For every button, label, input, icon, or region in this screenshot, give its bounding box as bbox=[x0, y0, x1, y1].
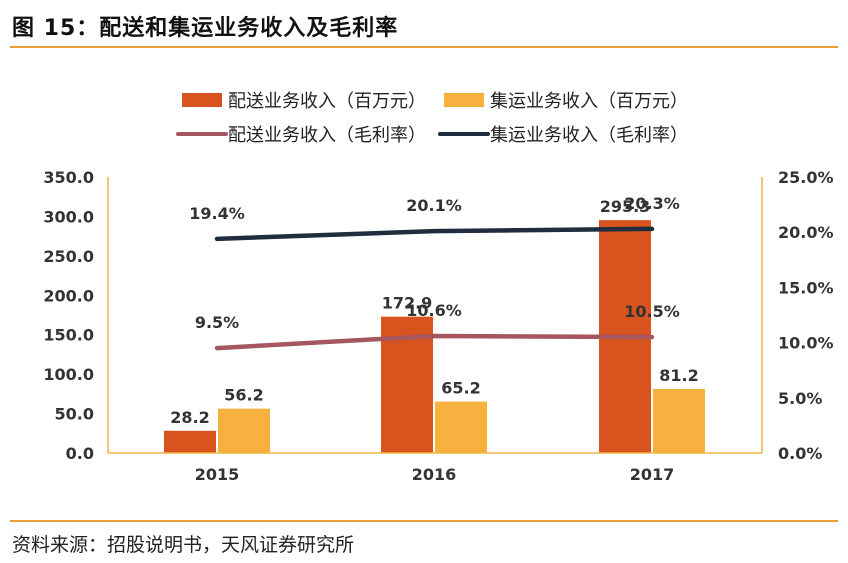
legend-swatch bbox=[182, 93, 222, 107]
right-tick-label: 25.0% bbox=[778, 168, 834, 187]
line-value-label: 20.1% bbox=[406, 196, 462, 215]
bar bbox=[218, 409, 270, 453]
x-axis: 2015 2016 2017 bbox=[108, 453, 762, 484]
right-tick-label: 5.0% bbox=[778, 389, 822, 408]
right-tick-label: 0.0% bbox=[778, 444, 822, 463]
legend: 配送业务收入（百万元） 集运业务收入（百万元） 配送业务收入（毛利率） 集运业务收入（… bbox=[178, 91, 688, 146]
left-tick-label: 150.0 bbox=[43, 326, 94, 345]
legend-label: 集运业务收入（百万元） bbox=[490, 91, 688, 112]
line-value-label: 20.3% bbox=[624, 194, 680, 213]
right-tick-label: 15.0% bbox=[778, 278, 834, 297]
bar bbox=[435, 402, 487, 453]
bar-value-label: 56.2 bbox=[224, 386, 263, 405]
x-tick-label: 2015 bbox=[195, 465, 240, 484]
series-line bbox=[217, 229, 652, 239]
left-tick-label: 0.0 bbox=[66, 444, 94, 463]
bar bbox=[164, 431, 216, 453]
line-value-label: 10.6% bbox=[406, 301, 462, 320]
bottom-rule bbox=[10, 520, 838, 522]
left-tick-label: 300.0 bbox=[43, 207, 94, 226]
left-axis: 0.0 50.0 100.0 150.0 200.0 250.0 300.0 350.0 bbox=[43, 168, 108, 463]
x-tick-label: 2017 bbox=[630, 465, 675, 484]
left-tick-label: 100.0 bbox=[43, 365, 94, 384]
legend-label: 配送业务收入（毛利率） bbox=[228, 125, 426, 146]
bar-value-label: 81.2 bbox=[659, 366, 698, 385]
series-line bbox=[217, 336, 652, 348]
left-tick-label: 200.0 bbox=[43, 286, 94, 305]
right-tick-label: 20.0% bbox=[778, 223, 834, 242]
line-value-label: 9.5% bbox=[195, 313, 239, 332]
bar-value-label: 28.2 bbox=[170, 408, 209, 427]
bar bbox=[653, 389, 705, 453]
x-tick-label: 2016 bbox=[412, 465, 457, 484]
source-note: 资料来源：招股说明书，天风证券研究所 bbox=[12, 530, 354, 557]
line-value-label: 19.4% bbox=[189, 204, 245, 223]
left-tick-label: 250.0 bbox=[43, 247, 94, 266]
right-tick-label: 10.0% bbox=[778, 334, 834, 353]
legend-swatch bbox=[444, 93, 484, 107]
right-axis: 0.0% 5.0% 10.0% 15.0% 20.0% 25.0% bbox=[762, 168, 834, 463]
chart: 配送业务收入（百万元） 集运业务收入（百万元） 配送业务收入（毛利率） 集运业务收入（… bbox=[0, 0, 848, 515]
legend-label: 配送业务收入（百万元） bbox=[228, 91, 426, 112]
line-value-label: 10.5% bbox=[624, 302, 680, 321]
legend-label: 集运业务收入（毛利率） bbox=[490, 125, 688, 146]
left-tick-label: 350.0 bbox=[43, 168, 94, 187]
bar-value-label: 65.2 bbox=[441, 379, 480, 398]
left-tick-label: 50.0 bbox=[55, 405, 94, 424]
